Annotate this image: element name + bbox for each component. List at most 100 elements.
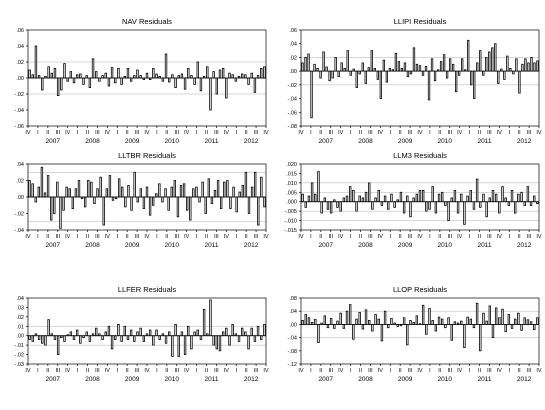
residual-bar — [529, 201, 533, 206]
x-quarter-label: II — [478, 368, 482, 374]
residual-bar — [361, 62, 364, 72]
x-year-label: 2009 — [125, 242, 140, 249]
x-quarter-label: I — [156, 234, 158, 240]
residual-bar — [142, 196, 146, 209]
x-quarter-label: IV — [105, 368, 111, 374]
residual-bar — [104, 331, 107, 337]
residual-bar — [326, 323, 330, 329]
residual-bar — [253, 77, 257, 93]
residual-bar — [444, 201, 447, 206]
residual-bar — [43, 192, 47, 198]
x-quarter-label: III — [328, 234, 333, 240]
residual-bar — [120, 335, 123, 342]
y-tick-label: -.06 — [15, 124, 24, 130]
x-quarter-label: I — [235, 368, 237, 374]
residual-bar — [220, 196, 223, 209]
residual-bar — [358, 70, 361, 75]
residual-bar — [127, 185, 130, 198]
residual-bar — [390, 318, 393, 325]
x-quarter-label: IV — [263, 130, 269, 136]
residual-bar — [196, 61, 199, 79]
x-quarter-label: III — [527, 234, 532, 240]
residual-bar — [530, 57, 533, 72]
residual-bar — [130, 196, 133, 211]
x-year-label: 2007 — [46, 138, 61, 145]
x-quarter-label: IV — [25, 130, 31, 136]
residual-bar — [44, 335, 47, 346]
x-quarter-label: IV — [497, 234, 503, 240]
residual-bar — [238, 191, 241, 198]
residual-bar — [358, 312, 361, 325]
residual-bar — [509, 68, 512, 72]
residual-bar — [85, 75, 88, 79]
y-tick-label: -.04 — [15, 228, 24, 234]
residual-bar — [431, 186, 434, 203]
residual-bar — [107, 325, 111, 337]
x-year-label: 2012 — [517, 242, 532, 249]
x-quarter-label: II — [399, 368, 403, 374]
x-quarter-label: I — [389, 368, 391, 374]
residual-bar — [225, 327, 228, 337]
residual-bar — [494, 193, 498, 203]
residual-bar — [361, 197, 365, 203]
residual-bar — [136, 69, 139, 79]
residual-bar — [412, 47, 416, 72]
residual-bar — [504, 323, 507, 333]
residual-bar — [98, 77, 101, 82]
residual-bar — [218, 69, 222, 79]
residual-bar — [183, 77, 187, 90]
residual-bar — [307, 317, 311, 325]
x-quarter-label: III — [447, 234, 452, 240]
x-quarter-label: I — [196, 234, 198, 240]
residual-bar — [394, 52, 398, 72]
residual-bar — [469, 318, 472, 325]
residual-bar — [382, 59, 386, 72]
residual-bar — [333, 323, 336, 329]
residual-bar — [406, 70, 410, 78]
residual-bar — [69, 331, 73, 337]
x-quarter-label: I — [508, 234, 510, 240]
y-tick-label: .04 — [16, 296, 24, 302]
x-quarter-label: I — [37, 234, 39, 240]
residual-bar — [250, 72, 253, 79]
residual-bar — [40, 166, 44, 198]
x-quarter-label: I — [350, 130, 352, 136]
residual-bar — [361, 323, 365, 330]
residual-bar — [504, 197, 507, 203]
residual-bar — [158, 335, 161, 340]
residual-bar — [174, 323, 177, 337]
x-quarter-label: II — [478, 234, 482, 240]
residual-bar — [229, 196, 232, 209]
residual-bar — [41, 77, 44, 91]
residual-bar — [223, 181, 226, 198]
x-quarter-label: IV — [263, 368, 269, 374]
plot-frame — [27, 297, 267, 365]
y-tick-label: .06 — [289, 28, 297, 34]
residual-bar — [37, 75, 41, 79]
residual-bar — [62, 196, 65, 211]
x-quarter-label: IV — [378, 368, 384, 374]
residual-bar — [336, 320, 339, 325]
residual-bar — [65, 186, 68, 198]
residual-bar — [161, 196, 164, 203]
x-quarter-label: III — [487, 234, 492, 240]
residual-bar — [75, 329, 79, 337]
x-quarter-label: IV — [378, 130, 384, 136]
residual-bar — [406, 195, 409, 203]
residual-bar — [402, 201, 406, 214]
residual-bar — [503, 70, 506, 80]
residual-bar — [472, 201, 476, 210]
residual-bar — [244, 331, 247, 337]
x-quarter-label: IV — [224, 234, 230, 240]
residual-bar — [91, 58, 95, 79]
x-quarter-label: I — [469, 368, 471, 374]
residual-bar — [427, 70, 431, 101]
x-quarter-label: II — [359, 368, 363, 374]
y-tick-label: .08 — [289, 296, 297, 302]
x-quarter-label: II — [205, 234, 209, 240]
residual-bar — [59, 196, 62, 229]
x-quarter-label: II — [165, 130, 169, 136]
x-quarter-label: I — [508, 130, 510, 136]
residual-bar — [475, 178, 479, 203]
